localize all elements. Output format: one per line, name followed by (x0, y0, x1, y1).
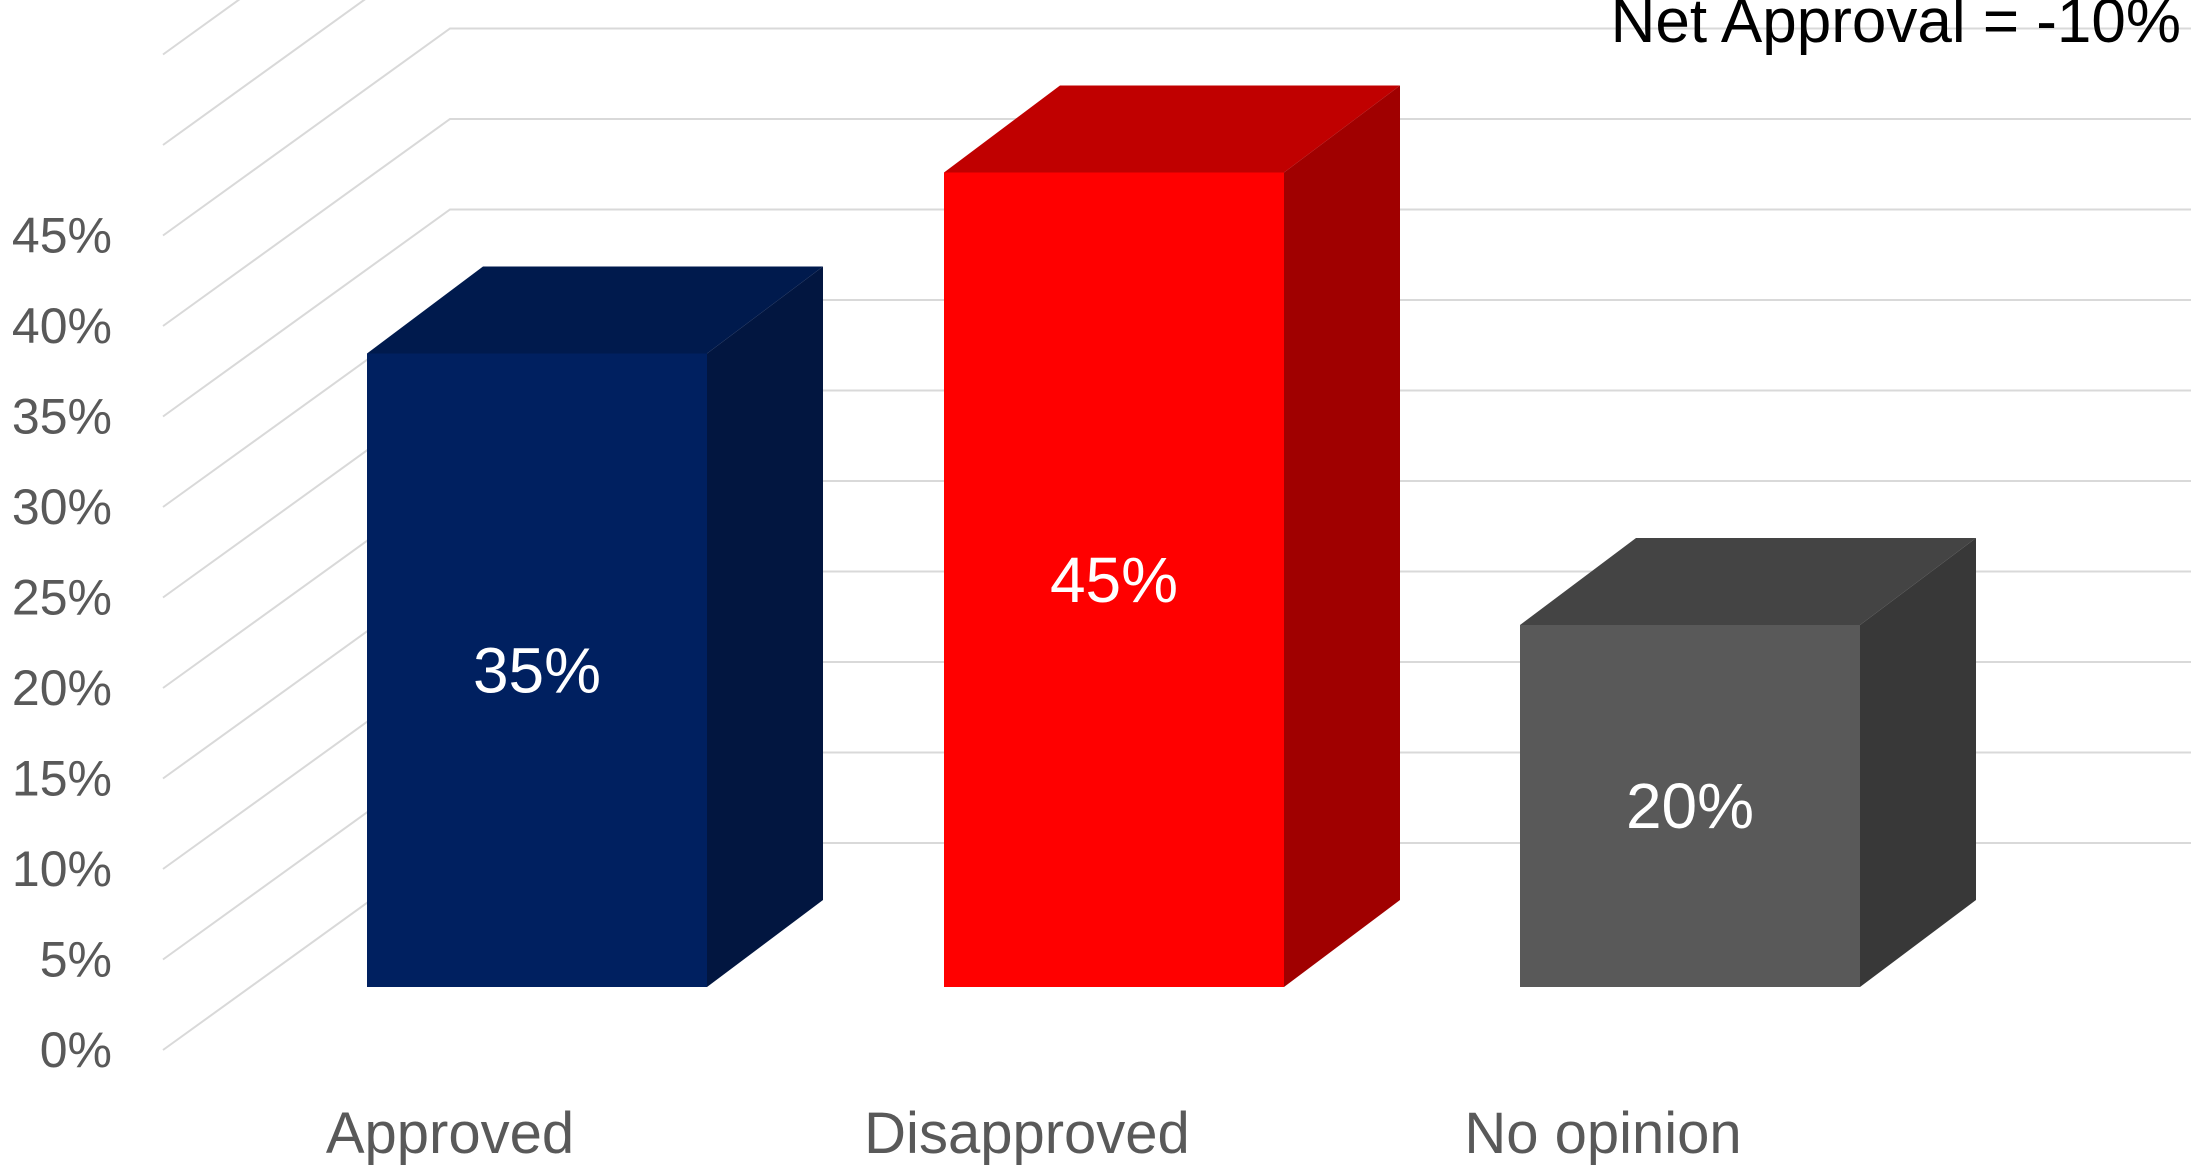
bar-top-face (1520, 538, 1976, 625)
category-label: Approved (326, 1101, 574, 1166)
y-tick-label: 35% (12, 389, 112, 445)
bar-front-face (1520, 625, 1860, 987)
gridline (162, 208, 2191, 418)
y-tick-label: 40% (12, 298, 112, 354)
y-tick-label: 15% (12, 751, 112, 807)
bar-top-face (367, 266, 823, 354)
y-tick-label: 25% (12, 570, 112, 626)
y-tick-label: 10% (12, 841, 112, 897)
y-axis-ticks: 0% 5% 10% 15% 20% 25% 30% 35% 40% 45% (12, 208, 112, 1079)
data-label: 45% (1050, 544, 1178, 616)
bar-no-opinion: 20% (1520, 538, 1976, 987)
bar-front-face (944, 172, 1284, 987)
bar-disapproved: 45% (944, 85, 1400, 987)
category-labels: Approved Disapproved No opinion (326, 1101, 1742, 1166)
gridline (162, 0, 366, 146)
y-tick-label: 45% (12, 208, 112, 264)
y-tick-label: 20% (12, 660, 112, 716)
category-label: Disapproved (864, 1101, 1190, 1166)
gridline (162, 118, 2191, 327)
bar-side-face (1860, 538, 1976, 987)
chart-title: Net Approval = -10% (1611, 0, 2181, 56)
bar-side-face (1284, 85, 1400, 987)
bar-approved: 35% (367, 266, 823, 987)
bars: 35% 45% 20% (367, 85, 1976, 987)
bar-top-face (944, 85, 1400, 173)
y-tick-label: 5% (40, 932, 112, 988)
data-label: 20% (1626, 770, 1754, 842)
category-label: No opinion (1464, 1101, 1741, 1166)
bar-side-face (707, 266, 823, 987)
bar-front-face (367, 353, 707, 987)
y-tick-label: 0% (40, 1022, 112, 1078)
data-label: 35% (473, 634, 601, 706)
y-tick-label: 30% (12, 479, 112, 535)
gridline (162, 27, 2191, 237)
